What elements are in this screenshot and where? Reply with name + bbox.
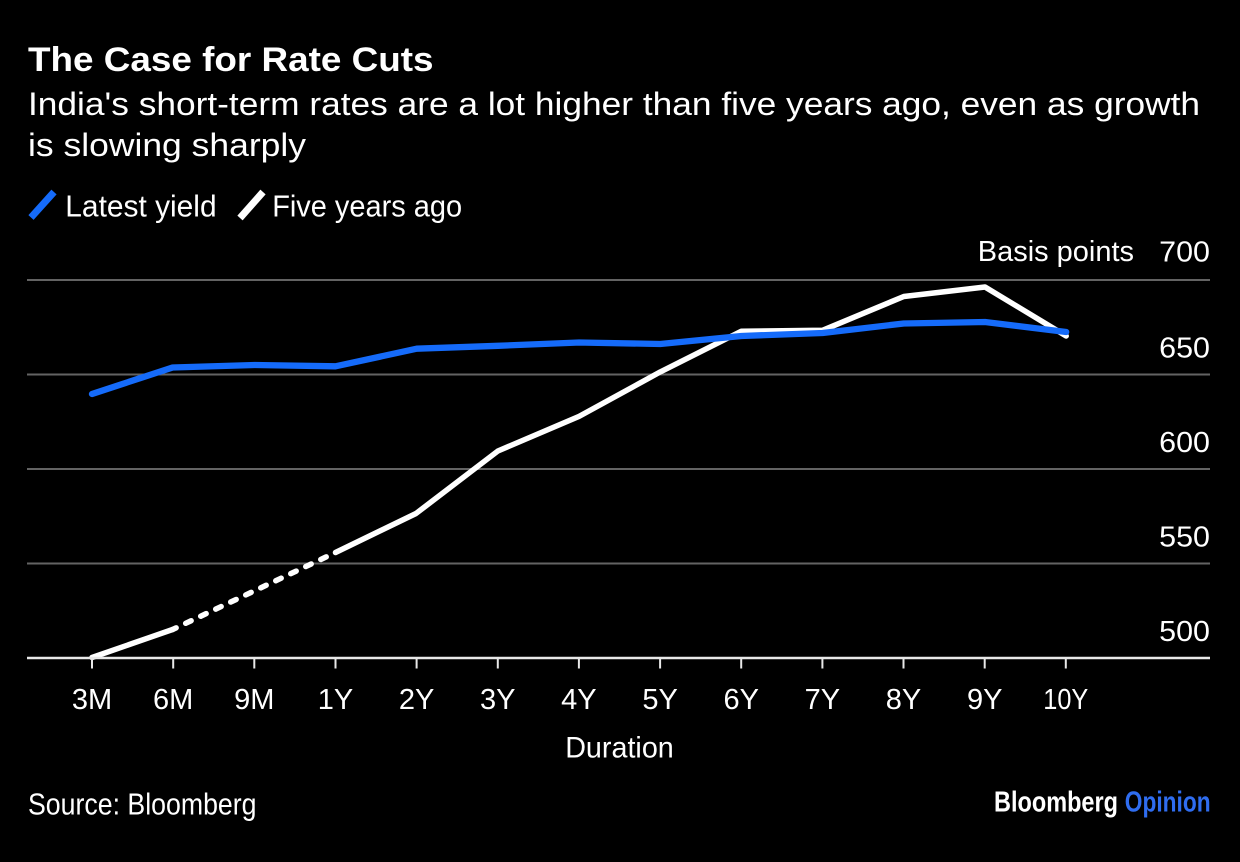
svg-text:9Y: 9Y [967, 684, 1002, 716]
svg-text:Duration: Duration [565, 732, 674, 765]
svg-text:3M: 3M [72, 684, 112, 716]
svg-text:3Y: 3Y [480, 684, 515, 716]
svg-text:10Y: 10Y [1043, 684, 1088, 716]
svg-text:6Y: 6Y [723, 684, 758, 716]
svg-text:500: 500 [1159, 616, 1210, 648]
svg-text:Basis points: Basis points [978, 236, 1134, 268]
svg-text:The Case for Rate Cuts: The Case for Rate Cuts [28, 41, 434, 79]
svg-text:7Y: 7Y [805, 684, 840, 716]
svg-text:6M: 6M [153, 684, 193, 716]
svg-text:Source: Bloomberg: Source: Bloomberg [28, 788, 257, 822]
svg-text:8Y: 8Y [886, 684, 921, 716]
svg-text:600: 600 [1159, 427, 1210, 459]
svg-text:India's short-term rates are a: India's short-term rates are a lot highe… [28, 86, 1200, 122]
svg-text:Opinion: Opinion [1125, 787, 1211, 819]
svg-text:700: 700 [1159, 237, 1210, 269]
svg-text:9M: 9M [234, 684, 274, 716]
svg-text:Bloomberg: Bloomberg [994, 787, 1118, 819]
svg-text:Latest yield: Latest yield [65, 189, 216, 224]
svg-text:650: 650 [1159, 333, 1210, 365]
svg-text:1Y: 1Y [318, 684, 353, 716]
svg-text:5Y: 5Y [642, 684, 677, 716]
svg-text:is slowing sharply: is slowing sharply [28, 127, 306, 163]
svg-text:2Y: 2Y [399, 684, 434, 716]
svg-text:Five years ago: Five years ago [272, 189, 462, 224]
svg-text:4Y: 4Y [561, 684, 596, 716]
svg-text:550: 550 [1159, 522, 1210, 554]
